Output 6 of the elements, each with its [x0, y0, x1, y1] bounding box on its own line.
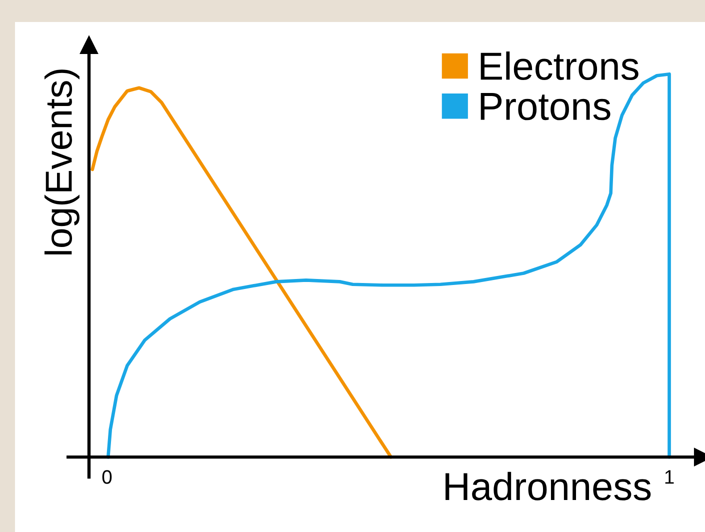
x-axis-title: Hadronness	[446, 472, 651, 500]
legend-label: Protons	[480, 93, 610, 120]
legend-label: Electrons	[480, 51, 638, 80]
x-tick-label: 1	[665, 470, 674, 484]
y-axis-title: log(Events)	[44, 70, 80, 254]
x-tick-label: 0	[102, 470, 112, 484]
